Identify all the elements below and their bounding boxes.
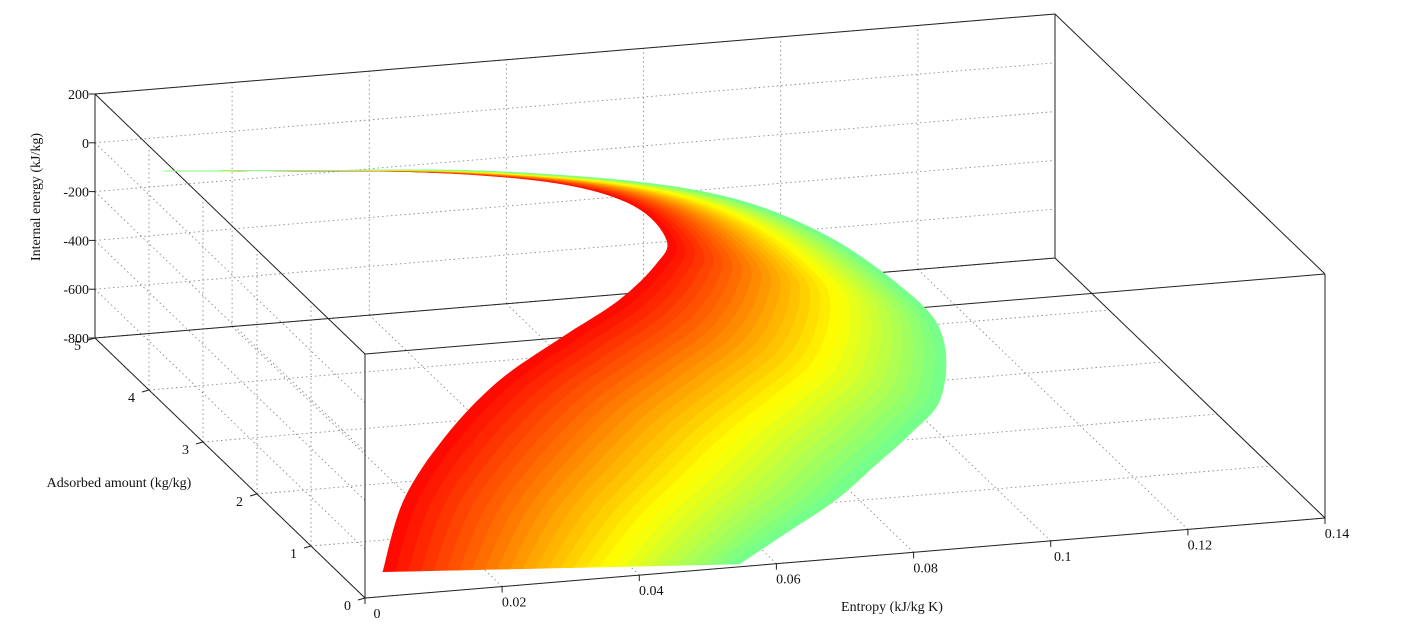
axes-box-edge	[94, 93, 366, 355]
grid-line-x-floor	[917, 269, 1189, 530]
axes-box-edge	[94, 337, 366, 599]
tick-labels: 0 0.02 0.04 0.06 0.08 0.1 0.12 0.14 0 1 2 3 4 5-800 -6…	[63, 88, 1349, 622]
grid-line-z-back	[94, 208, 1056, 290]
tick-marks	[87, 93, 1326, 604]
y-tick-label: 5	[74, 339, 81, 354]
x-tick-label: 0.06	[776, 573, 801, 588]
x-tick-label: 0.08	[913, 561, 938, 576]
grid-line-z-back	[94, 111, 1056, 193]
y-tick-label: 3	[182, 443, 189, 458]
y-tick-mark	[249, 493, 258, 497]
x-tick-label: 0.04	[639, 584, 664, 599]
z-tick-label: -600	[63, 283, 89, 298]
y-tick-label: 2	[236, 495, 243, 510]
z-axis-label: Internal energy (kJ/kg)	[29, 133, 44, 261]
axes-box-edge	[364, 517, 1326, 599]
axes-box-edge	[1054, 257, 1326, 519]
y-tick-label: 4	[128, 391, 135, 406]
z-tick-label: -200	[63, 186, 89, 201]
y-tick-mark	[141, 389, 150, 393]
surface-mesh	[163, 169, 947, 573]
x-tick-label: 0.14	[1325, 527, 1350, 542]
grid-line-z-side	[94, 288, 366, 550]
x-tick-label: 0.02	[502, 596, 527, 611]
z-tick-label: 200	[68, 88, 89, 103]
axes-box	[94, 13, 1326, 599]
x-axis-label: Entropy (kJ/kg K)	[841, 600, 943, 615]
y-tick-mark	[357, 597, 366, 601]
y-axis-label: Adsorbed amount (kg/kg)	[47, 476, 192, 491]
x-tick-label: 0.12	[1188, 538, 1213, 553]
z-tick-label: -800	[63, 332, 89, 347]
y-tick-label: 1	[290, 547, 297, 562]
grid-line-z-back	[94, 62, 1056, 144]
y-tick-mark	[195, 441, 204, 445]
x-tick-label: 0.1	[1054, 550, 1072, 565]
axes-box-edge	[94, 13, 1056, 95]
grid-line-z-side	[94, 142, 366, 404]
z-tick-label: 0	[82, 137, 89, 152]
grid-line-z-side	[94, 240, 366, 501]
axes-box-edge	[1054, 13, 1326, 275]
axes-box-edge	[94, 257, 1056, 339]
y-tick-mark	[303, 545, 312, 549]
z-tick-label: -400	[63, 234, 89, 249]
grid-line-z-back	[94, 159, 1056, 241]
x-tick-label: 0	[374, 607, 381, 622]
surface-band	[163, 169, 947, 565]
y-tick-label: 0	[344, 599, 351, 614]
grid-line-z-side	[94, 191, 366, 452]
